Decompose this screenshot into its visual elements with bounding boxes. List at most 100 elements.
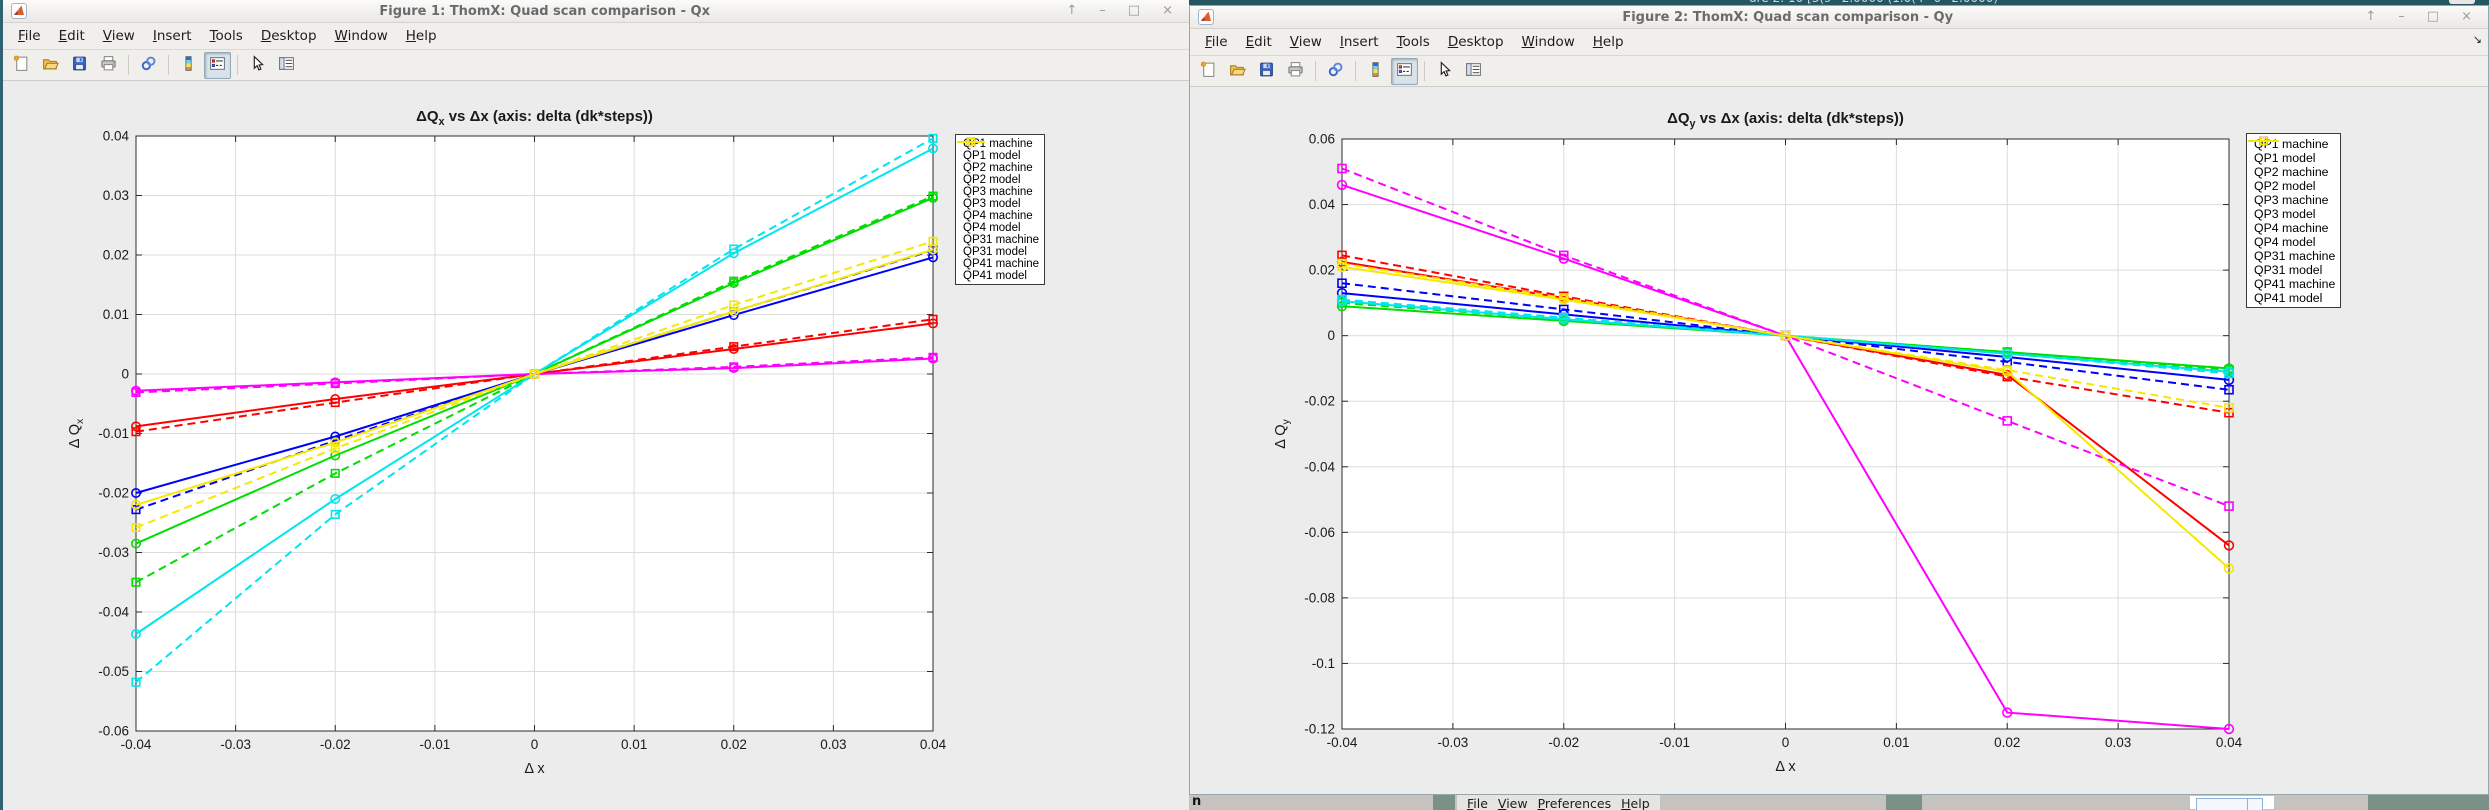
background-fragment xyxy=(1433,795,1455,810)
menu-item-insert[interactable]: Insert xyxy=(144,25,201,47)
bg-menu-item-view[interactable]: View xyxy=(1498,795,1528,810)
legend-entry: QP3 model xyxy=(2251,207,2335,221)
minimize-icon[interactable]: – xyxy=(1099,4,1106,18)
background-panel xyxy=(2189,795,2275,810)
plot-browser-button[interactable] xyxy=(1460,58,1487,85)
open-file-button[interactable] xyxy=(1224,58,1251,85)
edit-plot-icon xyxy=(1436,61,1453,82)
raise-icon[interactable]: ↑ xyxy=(1066,4,1077,18)
toolbar-separator xyxy=(1424,61,1425,81)
background-text-fragment: n xyxy=(1192,795,1201,809)
submenu-arrow-icon[interactable]: ↘ xyxy=(2473,33,2482,46)
insert-legend-icon xyxy=(1396,61,1413,82)
open-file-button[interactable] xyxy=(37,52,64,79)
maximize-icon[interactable]: □ xyxy=(1128,4,1140,18)
print-figure-button[interactable] xyxy=(1282,58,1309,85)
plot-browser-button[interactable] xyxy=(273,52,300,79)
link-plot-button[interactable] xyxy=(1322,58,1349,85)
svg-text:0.02: 0.02 xyxy=(1309,263,1335,278)
print-figure-button[interactable] xyxy=(95,52,122,79)
plot-browser-icon xyxy=(1465,61,1482,82)
menu-item-view[interactable]: View xyxy=(1281,31,1331,53)
svg-text:0.04: 0.04 xyxy=(920,737,947,752)
legend-entry: QP1 model xyxy=(960,150,1039,162)
svg-text:-0.04: -0.04 xyxy=(121,737,152,752)
figure2-window-controls: ↑ – □ × xyxy=(2365,10,2472,24)
legend-label: QP41 machine xyxy=(2254,277,2335,291)
figure1-titlebar[interactable]: Figure 1: ThomX: Quad scan comparison - … xyxy=(3,0,1189,23)
svg-text:-0.04: -0.04 xyxy=(1304,459,1335,474)
edit-plot-button[interactable] xyxy=(1431,58,1458,85)
menu-item-file[interactable]: File xyxy=(1196,31,1237,53)
legend-label: QP1 model xyxy=(2254,151,2316,165)
figure1-window-title: Figure 1: ThomX: Quad scan comparison - … xyxy=(33,4,1056,19)
open-file-icon xyxy=(1229,61,1246,82)
link-plot-button[interactable] xyxy=(135,52,162,79)
insert-colorbar-button[interactable] xyxy=(175,52,202,79)
menu-item-file[interactable]: File xyxy=(9,25,50,47)
menu-item-edit[interactable]: Edit xyxy=(50,25,94,47)
new-figure-button[interactable] xyxy=(1195,58,1222,85)
background-window-corner xyxy=(2449,0,2475,4)
print-figure-icon xyxy=(100,55,117,76)
svg-text:-0.12: -0.12 xyxy=(1304,722,1335,737)
bg-menu-item-help[interactable]: Help xyxy=(1621,795,1650,810)
close-icon[interactable]: × xyxy=(2461,10,2472,24)
menu-item-help[interactable]: Help xyxy=(1584,31,1633,53)
menu-item-window[interactable]: Window xyxy=(326,25,397,47)
raise-icon[interactable]: ↑ xyxy=(2365,10,2376,24)
svg-text:Δ x: Δ x xyxy=(1775,759,1796,775)
close-icon[interactable]: × xyxy=(1162,4,1173,18)
menu-item-edit[interactable]: Edit xyxy=(1237,31,1281,53)
legend-entry: QP41 model xyxy=(960,270,1039,282)
menu-item-desktop[interactable]: Desktop xyxy=(1439,31,1513,53)
svg-text:-0.03: -0.03 xyxy=(220,737,251,752)
matlab-icon xyxy=(11,3,27,19)
menu-item-window[interactable]: Window xyxy=(1513,31,1584,53)
maximize-icon[interactable]: □ xyxy=(2427,10,2439,24)
menu-item-tools[interactable]: Tools xyxy=(201,25,252,47)
bg-menu-item-file[interactable]: File xyxy=(1467,795,1488,810)
legend-entry: QP1 model xyxy=(2251,151,2335,165)
svg-text:-0.08: -0.08 xyxy=(1304,590,1335,605)
menu-item-tools[interactable]: Tools xyxy=(1388,31,1439,53)
insert-legend-button[interactable] xyxy=(204,52,231,79)
figure2-titlebar[interactable]: Figure 2: ThomX: Quad scan comparison - … xyxy=(1190,6,2488,29)
svg-text:0.01: 0.01 xyxy=(1883,735,1909,750)
legend-label: QP3 machine xyxy=(2254,193,2329,207)
insert-legend-button[interactable] xyxy=(1391,58,1418,85)
legend-label: QP2 machine xyxy=(2254,165,2329,179)
legend-label: QP41 model xyxy=(2254,291,2322,305)
menu-item-help[interactable]: Help xyxy=(397,25,446,47)
insert-colorbar-button[interactable] xyxy=(1362,58,1389,85)
qy-legend[interactable]: QP1 machineQP1 modelQP2 machineQP2 model… xyxy=(2246,133,2341,308)
legend-label: QP31 machine xyxy=(2254,249,2335,263)
legend-entry: QP31 model xyxy=(960,246,1039,258)
qx-legend[interactable]: QP1 machineQP1 modelQP2 machineQP2 model… xyxy=(955,134,1045,285)
background-fragment xyxy=(2368,795,2489,810)
menu-item-desktop[interactable]: Desktop xyxy=(252,25,326,47)
save-figure-icon xyxy=(71,55,88,76)
background-field xyxy=(2196,798,2248,810)
link-plot-icon xyxy=(140,55,157,76)
minimize-icon[interactable]: – xyxy=(2398,10,2405,24)
svg-text:-0.02: -0.02 xyxy=(98,486,129,501)
save-figure-button[interactable] xyxy=(1253,58,1280,85)
svg-text:-0.02: -0.02 xyxy=(1304,394,1335,409)
menu-item-insert[interactable]: Insert xyxy=(1331,31,1388,53)
insert-colorbar-icon xyxy=(1367,61,1384,82)
legend-label: QP2 machine xyxy=(963,162,1033,174)
legend-line-sample xyxy=(956,135,986,149)
legend-label: QP31 model xyxy=(963,246,1027,258)
save-figure-button[interactable] xyxy=(66,52,93,79)
link-plot-icon xyxy=(1327,61,1344,82)
legend-entry: QP2 machine xyxy=(960,162,1039,174)
svg-text:0.06: 0.06 xyxy=(1309,132,1335,147)
bg-menu-item-preferences[interactable]: Preferences xyxy=(1538,795,1612,810)
menu-item-view[interactable]: View xyxy=(94,25,144,47)
edit-plot-button[interactable] xyxy=(244,52,271,79)
new-figure-button[interactable] xyxy=(8,52,35,79)
legend-label: QP2 model xyxy=(2254,179,2316,193)
figure1-toolbar xyxy=(3,50,1189,81)
legend-entry: QP4 machine xyxy=(2251,221,2335,235)
